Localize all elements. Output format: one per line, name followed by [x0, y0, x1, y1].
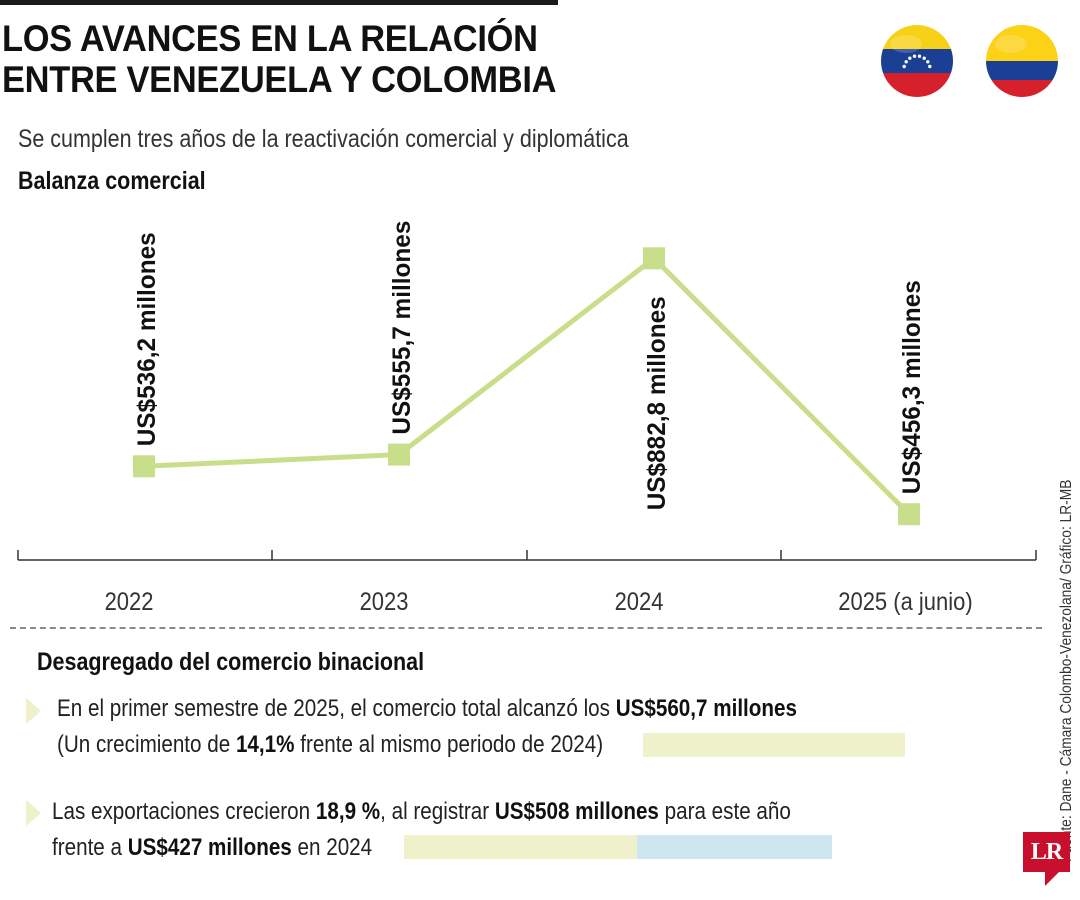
lr-logo-tail — [1045, 872, 1059, 886]
source-note: Fuente: Dane - Cámara Colombo-Venezolana… — [1058, 479, 1075, 862]
star-icon — [904, 60, 908, 64]
item2-text-3: para este año — [658, 798, 791, 825]
x-axis-label: 2023 — [360, 588, 409, 616]
venezuela-flag-icon — [881, 25, 953, 97]
data-point — [388, 443, 410, 466]
x-axis-label: 2022 — [105, 588, 154, 616]
star-icon — [922, 56, 926, 60]
item2-exports-2025: US$508 millones — [494, 798, 659, 825]
item2-line2: frente a US$427 millones en 2024 — [52, 832, 372, 864]
item2-text-2: , al registrar — [380, 798, 495, 825]
item2-line1: Las exportaciones crecieron 18,9 %, al r… — [52, 796, 791, 828]
page-title: LOS AVANCES EN LA RELACIÓN ENTRE VENEZUE… — [2, 18, 556, 100]
series-line — [143, 255, 911, 516]
item1-line1: En el primer semestre de 2025, el comerc… — [57, 693, 797, 725]
section-divider — [10, 627, 1042, 629]
bullet-arrow-icon — [26, 698, 41, 724]
x-axis-label: 2024 — [615, 588, 664, 616]
trade-balance-line-chart: US$536,2 millones US$555,7 millones US$882… — [17, 221, 1037, 616]
top-rule — [0, 0, 558, 5]
data-label: US$882,8 millones — [643, 296, 671, 510]
star-icon — [908, 56, 912, 60]
item1-text-2: (Un crecimiento de — [57, 731, 236, 758]
item2-text: Las exportaciones crecieron — [52, 798, 316, 825]
item1-growth: 14,1% — [235, 731, 295, 758]
exports-growth-bar — [637, 835, 832, 859]
exports-2024-bar — [404, 835, 637, 859]
item2-exports-2024: US$427 millones — [127, 834, 292, 861]
x-axis-label: 2025 (a junio) — [838, 588, 972, 616]
star-icon — [902, 64, 906, 69]
star-icon — [917, 54, 922, 58]
lr-logo: LR — [1023, 832, 1070, 872]
page-title-line-2: ENTRE VENEZUELA Y COLOMBIA — [2, 59, 557, 100]
item1-line2: (Un crecimiento de 14,1% frente al mismo… — [57, 729, 603, 761]
colombia-flag-icon — [986, 25, 1058, 97]
data-label: US$456,3 millones — [898, 280, 926, 494]
star-icon — [926, 60, 930, 64]
bullet-arrow-icon — [26, 800, 41, 826]
item2-growth: 18,9 % — [315, 798, 381, 825]
chart-section-title: Balanza comercial — [18, 167, 206, 195]
item2-text-4: frente a — [52, 834, 128, 861]
item2-text-5: en 2024 — [291, 834, 373, 861]
star-icon — [912, 54, 917, 58]
data-point — [133, 455, 155, 478]
item1-text-3: frente al mismo periodo de 2024) — [294, 731, 604, 758]
data-label: US$555,7 millones — [388, 221, 416, 435]
page-title-line-1: LOS AVANCES EN LA RELACIÓN — [2, 18, 538, 59]
item1-text: En el primer semestre de 2025, el comerc… — [57, 695, 616, 722]
total-trade-bar — [643, 733, 905, 757]
data-label: US$536,2 millones — [133, 232, 161, 446]
data-point — [643, 247, 665, 270]
star-icon — [928, 64, 932, 69]
data-point — [898, 503, 920, 526]
item1-total: US$560,7 millones — [615, 695, 797, 722]
subtitle: Se cumplen tres años de la reactivación … — [18, 125, 629, 153]
breakdown-title: Desagregado del comercio binacional — [37, 648, 425, 676]
